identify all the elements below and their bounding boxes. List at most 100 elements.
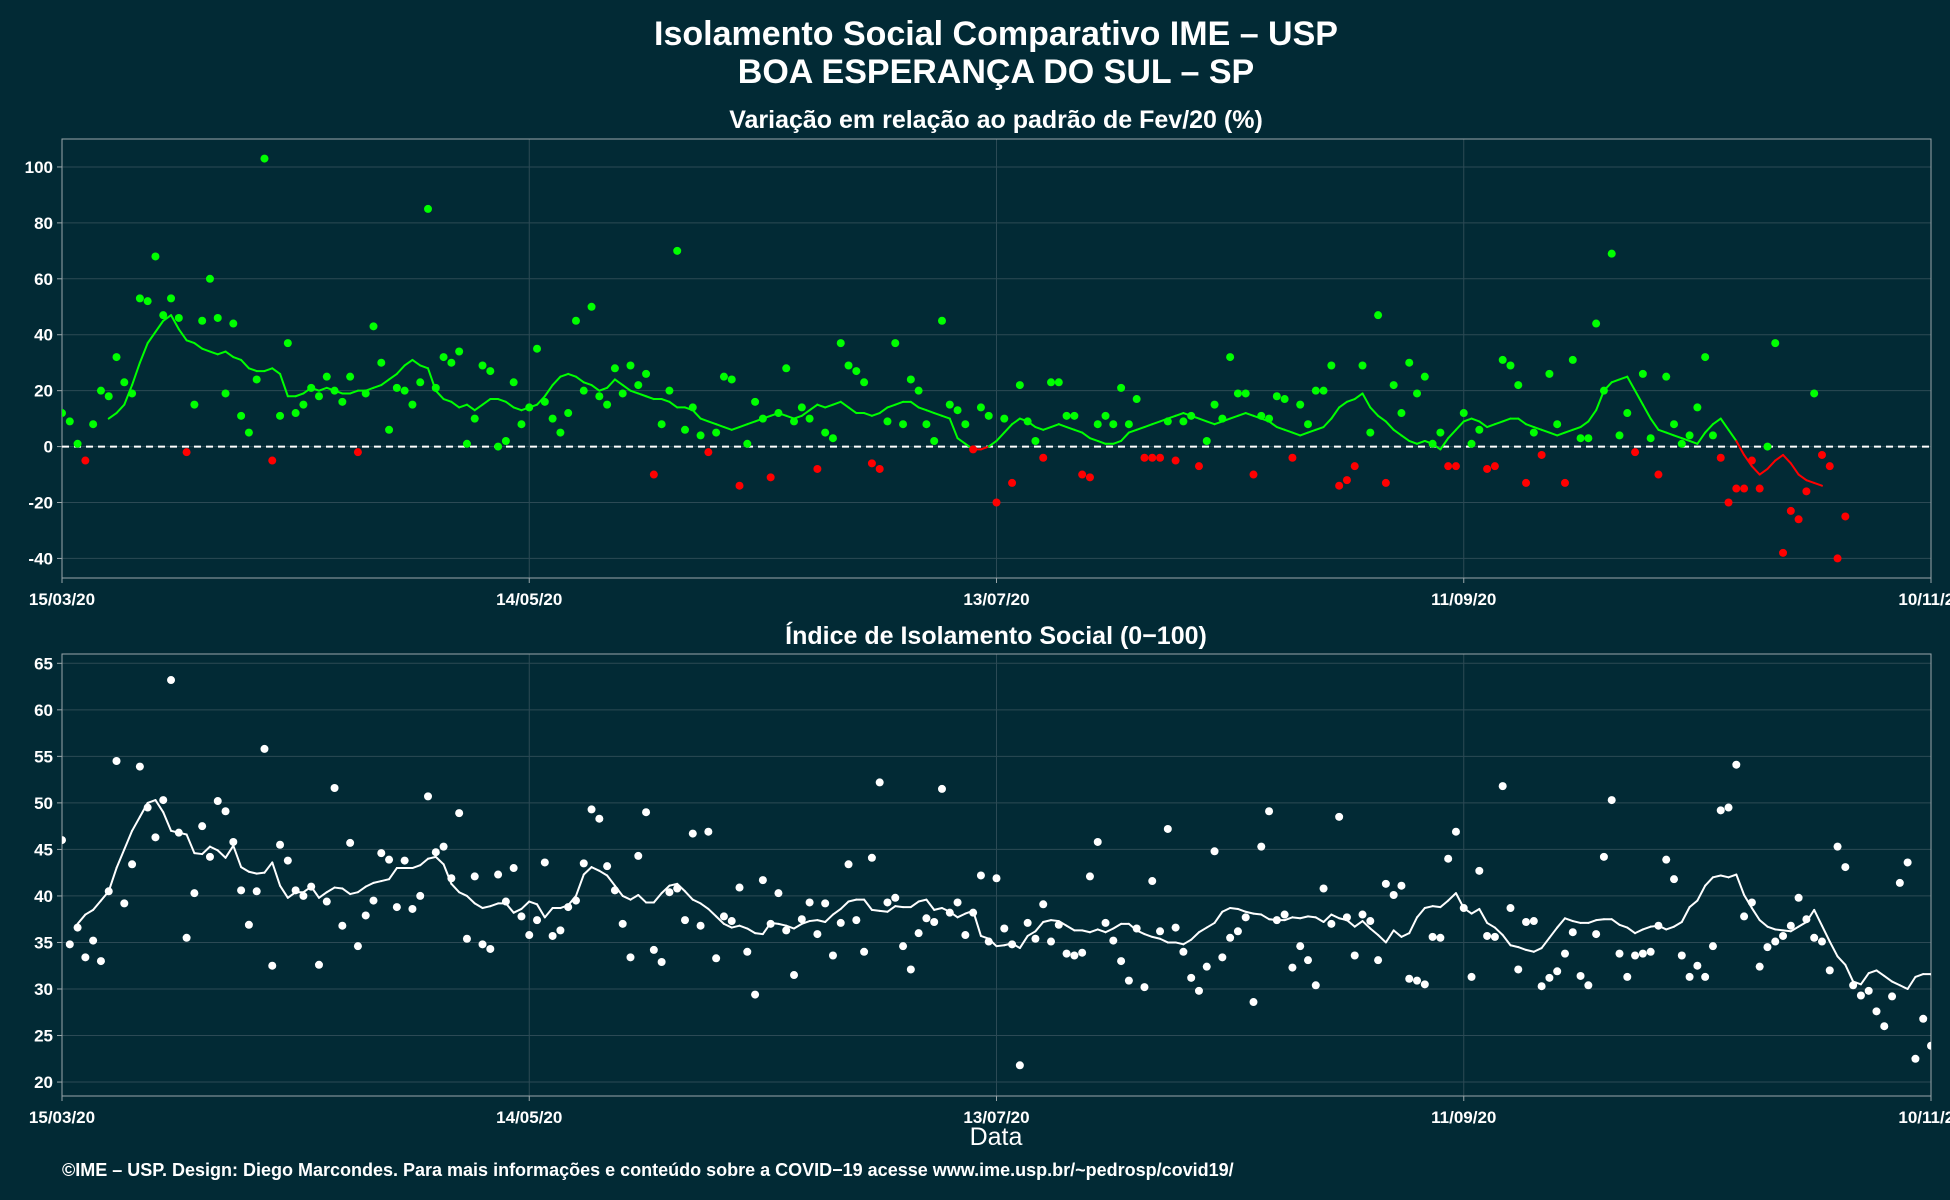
index-moving-average-segment: [1486, 921, 1496, 929]
variation-moving-average-segment: [403, 358, 414, 367]
index-moving-average-segment: [637, 894, 648, 904]
index-moving-average-segment: [1384, 929, 1395, 944]
chart-title-line1: Isolamento Social Comparativo IME – USP: [654, 15, 1338, 53]
index-point: [1560, 949, 1569, 958]
variation-point: [377, 358, 386, 367]
variation-point: [1802, 487, 1811, 496]
variation-point: [81, 456, 90, 465]
index-point: [1171, 923, 1180, 932]
index-moving-average-segment: [1836, 955, 1847, 966]
index-point: [190, 889, 199, 898]
index-moving-average-segment: [240, 866, 250, 873]
variation-point: [198, 316, 207, 325]
variation-point: [128, 389, 137, 398]
index-point: [969, 908, 978, 917]
variation-moving-average-segment: [730, 426, 741, 431]
variation-point: [276, 411, 285, 420]
variation-moving-average-segment: [279, 372, 289, 398]
index-moving-average-segment: [1665, 925, 1676, 931]
index-moving-average-segment: [1688, 899, 1699, 909]
index-point: [1163, 824, 1172, 833]
variation-point: [1381, 478, 1390, 487]
variation-moving-average-segment: [395, 364, 406, 375]
y-tick-label: 80: [34, 214, 53, 233]
variation-moving-average-segment: [933, 412, 943, 417]
index-point: [1272, 916, 1281, 925]
y-tick-label: -40: [28, 549, 53, 568]
variation-point: [1708, 431, 1717, 440]
variation-point: [299, 400, 308, 409]
variation-moving-average-segment: [1377, 414, 1387, 423]
index-moving-average-segment: [1260, 913, 1271, 921]
variation-moving-average-segment: [512, 406, 523, 412]
index-moving-average-segment: [1439, 899, 1450, 909]
index-point: [1187, 973, 1196, 982]
variation-point: [509, 378, 518, 387]
index-moving-average-segment: [824, 913, 834, 923]
y-tick-label: 100: [25, 158, 53, 177]
index-moving-average-segment: [699, 902, 710, 910]
variation-point: [836, 339, 845, 348]
index-moving-average-segment: [1377, 934, 1387, 944]
variation-point: [1101, 411, 1110, 420]
index-point: [1685, 972, 1694, 981]
index-point: [1810, 933, 1819, 942]
variation-moving-average-segment: [878, 406, 889, 415]
index-moving-average-segment: [481, 905, 492, 910]
variation-point: [1498, 355, 1507, 364]
index-moving-average-segment: [1844, 963, 1855, 983]
index-moving-average-segment: [1400, 932, 1411, 938]
index-moving-average-segment: [364, 881, 375, 888]
variation-point: [1483, 464, 1492, 473]
variation-point: [1218, 414, 1227, 423]
index-moving-average-segment: [1423, 905, 1434, 910]
index-point: [470, 872, 479, 881]
variation-point: [930, 436, 939, 445]
index-point: [517, 912, 526, 921]
variation-point: [1296, 400, 1305, 409]
index-moving-average-segment: [458, 891, 468, 897]
variation-point: [1163, 417, 1172, 426]
y-tick-label: 20: [34, 1073, 53, 1092]
index-point: [891, 893, 900, 902]
y-tick-label: 35: [34, 933, 53, 952]
index-point: [494, 870, 503, 879]
index-point: [1631, 951, 1640, 960]
index-point: [1008, 940, 1017, 949]
index-point: [1070, 951, 1079, 960]
variation-moving-average-segment: [497, 398, 507, 403]
index-moving-average-segment: [878, 909, 889, 913]
variation-point: [891, 339, 900, 348]
index-moving-average-segment: [317, 891, 328, 899]
index-point: [828, 951, 837, 960]
index-moving-average-segment: [629, 894, 640, 901]
variation-point: [1841, 512, 1850, 521]
variation-moving-average-segment: [613, 378, 624, 387]
variation-point: [1794, 515, 1803, 524]
index-moving-average-segment: [1563, 917, 1574, 923]
index-moving-average-segment: [1540, 936, 1551, 950]
variation-moving-average-segment: [800, 409, 811, 417]
variation-point: [182, 448, 191, 457]
index-point: [1615, 949, 1624, 958]
index-moving-average-segment: [800, 920, 811, 925]
index-moving-average-segment: [162, 811, 173, 832]
variation-moving-average-segment: [263, 367, 274, 373]
variation-moving-average-segment: [1610, 378, 1621, 384]
variation-point: [782, 364, 791, 373]
panel2-title: Índice de Isolamento Social (0−100): [785, 621, 1207, 650]
variation-point: [1599, 386, 1608, 395]
variation-moving-average-segment: [1408, 439, 1419, 445]
variation-point: [1732, 484, 1741, 493]
variation-point: [1311, 386, 1320, 395]
index-point: [1413, 976, 1422, 985]
variation-moving-average-segment: [1291, 431, 1302, 437]
variation-moving-average-segment: [1034, 426, 1045, 431]
variation-point: [89, 420, 98, 429]
variation-point: [1693, 403, 1702, 412]
index-point: [1732, 760, 1741, 769]
index-point: [416, 891, 425, 900]
index-moving-average-segment: [349, 891, 359, 896]
variation-moving-average-segment: [1478, 420, 1489, 429]
variation-point: [205, 274, 214, 283]
